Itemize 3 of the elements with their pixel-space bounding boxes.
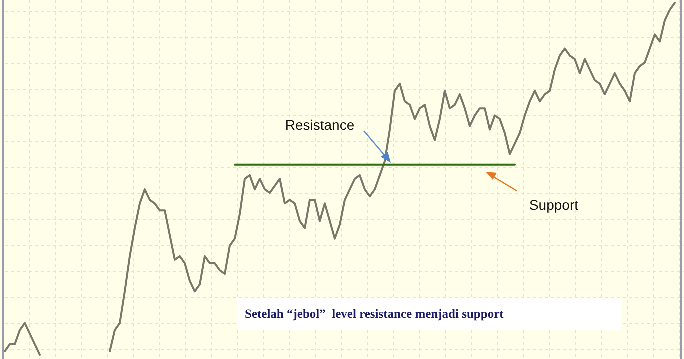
annotation: Setelah “jebol” level resistance menjadi support	[245, 307, 505, 321]
annotation: Support	[529, 197, 579, 213]
annotation: Resistance	[285, 117, 355, 133]
